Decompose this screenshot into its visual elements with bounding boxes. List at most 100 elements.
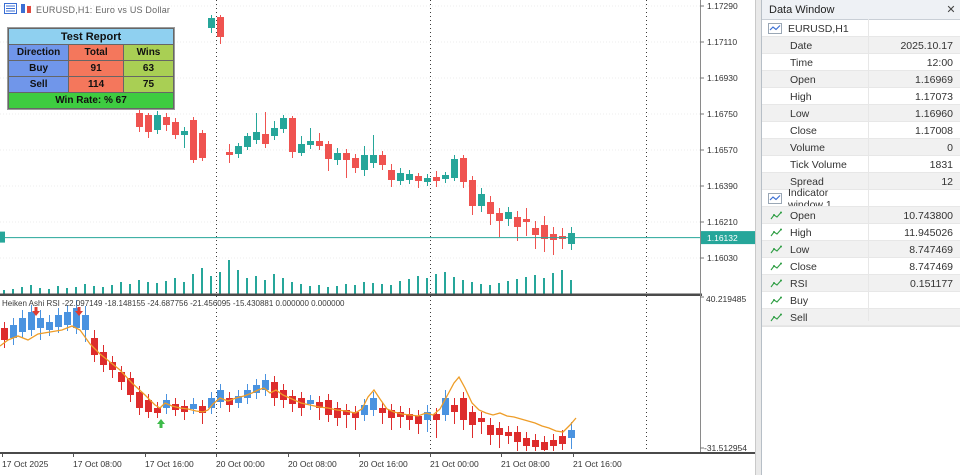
volume-bar: [39, 288, 41, 294]
volume-bar: [129, 284, 131, 294]
candlestick: [550, 234, 557, 240]
row-label: Sell: [790, 311, 808, 324]
indicator-candlestick: [460, 398, 467, 420]
row-value: 10.743800: [903, 209, 953, 222]
data-window-row[interactable]: Tick Volume 1831: [762, 156, 960, 173]
sell-signal-arrow-icon: [32, 307, 40, 316]
table-icon: [4, 3, 17, 16]
time-axis-label: 20 Oct 08:00: [288, 459, 337, 469]
indicator-candlestick: [64, 312, 71, 325]
chart-canvas[interactable]: 1.17290 1.17110 1.16930 1.16750 1.16570 1.163…: [0, 0, 756, 475]
data-window-row[interactable]: RSI 0.151177: [762, 275, 960, 292]
row-label: Close: [790, 260, 817, 273]
volume-bar: [417, 276, 419, 294]
candlestick: [415, 176, 422, 181]
time-axis-separator-bar: [0, 452, 756, 454]
data-window-row[interactable]: High 1.17073: [762, 88, 960, 105]
indicator-candlestick: [550, 440, 557, 446]
data-window-row[interactable]: High 11.945026: [762, 224, 960, 241]
indicator-candlestick: [28, 312, 35, 330]
data-window-row[interactable]: Time 12:00: [762, 54, 960, 71]
row-label: Open: [790, 73, 816, 86]
row-label: High: [790, 90, 812, 103]
candlestick: [154, 115, 161, 130]
data-window-row[interactable]: Sell: [762, 309, 960, 326]
candlestick: [379, 155, 386, 165]
volume-bar: [201, 268, 203, 294]
candlestick: [451, 159, 458, 178]
indicator-candlestick: [109, 362, 116, 370]
data-window-row[interactable]: Open 10.743800: [762, 207, 960, 224]
candlestick: [352, 158, 359, 168]
candlestick: [208, 18, 215, 28]
price-axis-label: 1.16750: [707, 109, 738, 119]
time-axis-label: 21 Oct 08:00: [501, 459, 550, 469]
data-window-row[interactable]: Buy: [762, 292, 960, 309]
window-separator-bar[interactable]: [0, 293, 702, 297]
data-window-titlebar[interactable]: Data Window ✕: [762, 0, 960, 20]
price-axis-label: 1.16390: [707, 181, 738, 191]
indicator-candlestick: [568, 430, 575, 438]
time-axis-label: 21 Oct 00:00: [430, 459, 479, 469]
candlestick: [397, 173, 404, 181]
volume-bar: [444, 272, 446, 294]
indicator-buffer-icon: [762, 279, 790, 289]
candlestick: [199, 133, 206, 158]
time-axis-label: 21 Oct 16:00: [573, 459, 622, 469]
candlestick: [505, 212, 512, 219]
candlestick: [280, 118, 287, 129]
volume-bar: [516, 279, 518, 294]
data-window-section-header[interactable]: EURUSD,H1: [762, 20, 960, 37]
volume-bar: [354, 285, 356, 294]
time-axis-label: 17 Oct 08:00: [73, 459, 122, 469]
volume-bar: [147, 282, 149, 294]
indicator-candlestick: [127, 378, 134, 395]
close-icon[interactable]: ✕: [946, 4, 956, 16]
candlestick: [235, 146, 242, 154]
data-window-row[interactable]: Open 1.16969: [762, 71, 960, 88]
indicator-scale-top-label: 40.219485: [706, 294, 746, 304]
volume-bar: [21, 287, 23, 294]
indicator-candlestick: [271, 382, 278, 398]
data-window-row[interactable]: Low 1.16960: [762, 105, 960, 122]
data-window-section-header[interactable]: Indicator window 1: [762, 187, 960, 211]
indicator-candlestick: [145, 400, 152, 412]
panel-splitter[interactable]: [755, 0, 762, 475]
data-window-row[interactable]: Low 8.747469: [762, 241, 960, 258]
data-window-row[interactable]: Close 8.747469: [762, 258, 960, 275]
volume-bar: [471, 282, 473, 294]
indicator-candlestick: [91, 338, 98, 355]
row-value: 8.747469: [909, 260, 953, 273]
volume-bar: [336, 286, 338, 294]
indicator-candlestick: [541, 442, 548, 450]
data-window-row[interactable]: Close 1.17008: [762, 122, 960, 139]
volume-bar: [102, 287, 104, 294]
row-label: Low: [790, 243, 810, 256]
volume-bar: [246, 278, 248, 294]
bars-icon: [20, 3, 33, 16]
indicator-candlestick: [73, 308, 80, 328]
row-value: 1.16969: [915, 73, 953, 86]
candlestick: [496, 213, 503, 221]
volume-bar: [93, 286, 95, 294]
indicator-candlestick: [289, 396, 296, 404]
volume-bar: [381, 284, 383, 294]
volume-bar: [525, 277, 527, 294]
row-value: 1.17008: [915, 124, 953, 137]
volume-bar: [66, 288, 68, 294]
volume-bar: [507, 281, 509, 294]
data-window-panel: Data Window ✕ EURUSD,H1 Date 2025.10.17 Tim…: [762, 0, 960, 475]
volume-bar: [318, 285, 320, 294]
indicator-candlestick: [424, 412, 431, 420]
data-window-row[interactable]: Spread 12: [762, 173, 960, 190]
candlestick: [532, 228, 539, 235]
indicator-candlestick: [226, 398, 233, 405]
candlestick: [406, 174, 413, 180]
indicator-candlestick: [316, 402, 323, 408]
row-value: 1.16960: [915, 107, 953, 120]
report-col-direction: Direction: [7, 44, 70, 61]
data-window-row[interactable]: Date 2025.10.17: [762, 37, 960, 54]
data-window-row[interactable]: Volume 0: [762, 139, 960, 156]
indicator-candlestick: [442, 398, 449, 415]
candlestick: [442, 175, 449, 179]
